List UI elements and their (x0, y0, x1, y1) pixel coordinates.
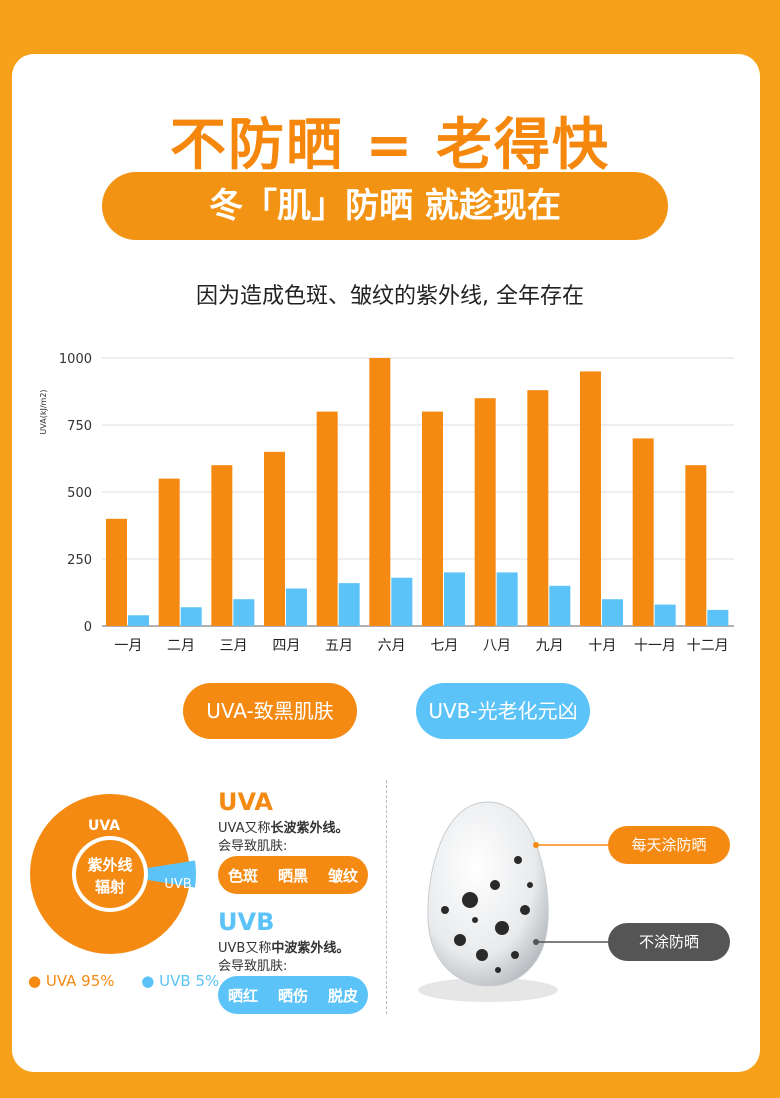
section-divider (386, 780, 387, 1014)
page-title: 不防晒 = 老得快 (170, 113, 610, 178)
uva-desc-bold: 长波紫外线。 (270, 821, 349, 836)
donut-legend-uvb: ● UVB 5% (141, 972, 220, 990)
donut-legend-uva: ● UVA 95% (28, 972, 115, 990)
egg-shadow (418, 978, 558, 1002)
uva-description: UVA又称长波紫外线。 会导致肌肤: (218, 820, 349, 856)
uva-bar (422, 411, 443, 626)
x-tick-label: 十月 (588, 638, 616, 654)
uva-bar (580, 371, 601, 626)
y-tick-label: 500 (67, 486, 92, 501)
uva-bar (158, 478, 180, 626)
uva-heading: UVA (218, 788, 274, 816)
uva-bar (264, 451, 285, 626)
uvb-tag: 脱皮 (327, 986, 358, 1005)
donut-legend: ● UVA 95% ● UVB 5% (28, 972, 241, 990)
uv-monthly-bar-chart: 0 250 500 750 1000 UVA(kJ/m2) 一月 二月 三月 四月 五月 六月 七月 八月… (39, 352, 734, 654)
donut-center-label: 辐射 (95, 878, 125, 896)
uvb-bar (444, 572, 465, 626)
uva-tag: 色斑 (227, 866, 258, 885)
uvb-tag: 晒红 (227, 986, 258, 1005)
uva-slice-label: UVA (88, 818, 120, 834)
subtitle-banner: 冬「肌」防晒 就趁现在 (102, 172, 668, 240)
y-tick-label: 0 (84, 620, 92, 635)
x-tick-label: 二月 (167, 638, 195, 654)
uva-legend-pill: UVA-致黑肌肤 (183, 683, 357, 739)
uvb-tag: 晒伤 (277, 986, 308, 1005)
uvb-slice (110, 860, 196, 888)
uva-tag: 晒黑 (277, 866, 308, 885)
x-tick-label: 八月 (483, 638, 511, 654)
x-tick-label: 三月 (220, 638, 248, 654)
x-tick-label: 六月 (378, 638, 406, 654)
y-tick-label: 1000 (59, 352, 92, 367)
donut-center (76, 840, 144, 908)
uva-bar (211, 465, 233, 626)
egg-illustration (418, 801, 608, 1002)
callout-no-sunscreen: 不涂防晒 (608, 923, 730, 961)
x-tick-label: 五月 (325, 638, 353, 654)
uva-bar (474, 398, 496, 626)
uvb-bar (391, 577, 413, 626)
uvb-desc-bold: 中波紫外线。 (271, 941, 350, 956)
uva-tag: 皱纹 (327, 866, 358, 885)
x-tick-label: 十二月 (687, 638, 729, 654)
x-tick-label: 四月 (272, 638, 300, 654)
uvb-effect-tags: 晒红 晒伤 脱皮 (218, 976, 368, 1014)
uvb-description: UVB又称中波紫外线。 会导致肌肤: (218, 940, 349, 976)
y-axis-label: UVA(kJ/m2) (39, 389, 48, 434)
uva-bar (316, 411, 338, 626)
uvb-bar (549, 585, 571, 626)
egg-shell (427, 801, 549, 987)
x-tick-label: 一月 (114, 638, 142, 654)
egg-spots (441, 856, 533, 973)
uva-desc-pre: UVA又称 (218, 821, 271, 836)
uvb-legend-pill: UVB-光老化元凶 (416, 683, 590, 739)
uvb-slice-label: UVB (164, 877, 191, 892)
uvb-bar (654, 604, 676, 626)
donut-center-label: 紫外线 (87, 856, 132, 874)
uvb-bar (180, 607, 202, 626)
uva-bar (527, 390, 549, 626)
uva-bar (685, 465, 707, 626)
uva-effect-tags: 色斑 晒黑 皱纹 (218, 856, 368, 894)
uvb-desc-line2: 会导致肌肤: (218, 959, 288, 974)
uva-bar (632, 438, 654, 626)
x-tick-label: 十一月 (634, 638, 676, 654)
uvb-bar (286, 588, 307, 626)
callout-daily-sunscreen: 每天涂防晒 (608, 826, 730, 864)
uvb-bar (707, 609, 729, 626)
uvb-bar (338, 583, 360, 626)
uvb-bar (496, 572, 518, 626)
uvb-bar (128, 615, 149, 626)
uvb-bar (602, 599, 623, 626)
x-tick-label: 九月 (536, 638, 564, 654)
chart-caption: 因为造成色斑、皱纹的紫外线, 全年存在 (196, 284, 584, 309)
uvb-heading: UVB (218, 908, 275, 936)
uva-bar (369, 358, 391, 626)
uvb-bar (233, 599, 255, 626)
uvb-desc-pre: UVB又称 (218, 941, 272, 956)
x-tick-label: 七月 (430, 638, 458, 654)
uva-bar (106, 518, 127, 626)
uva-desc-line2: 会导致肌肤: (218, 839, 288, 854)
y-tick-label: 750 (67, 419, 92, 434)
y-tick-label: 250 (67, 553, 92, 568)
